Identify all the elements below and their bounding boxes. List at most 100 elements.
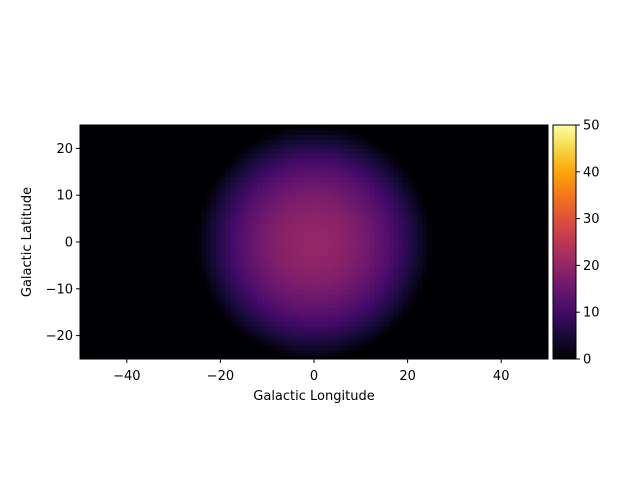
heatmap-cell [328, 321, 334, 327]
heatmap-cell [351, 335, 357, 341]
heatmap-cell [342, 190, 348, 196]
heatmap-cell [201, 279, 207, 285]
heatmap-cell [412, 227, 418, 234]
heatmap-cell [393, 195, 399, 201]
heatmap-cell [337, 321, 343, 327]
heatmap-cell [356, 223, 362, 229]
heatmap-cell [257, 171, 264, 178]
heatmap-cell [309, 270, 315, 276]
heatmap-cell [351, 284, 357, 290]
heatmap-cell [215, 185, 221, 192]
x-tick-label: −40 [113, 369, 140, 384]
heatmap-cell [370, 181, 376, 187]
heatmap-cell [262, 218, 268, 224]
heatmap-cell [402, 171, 409, 178]
heatmap-cell [225, 190, 231, 196]
heatmap-cell [318, 260, 324, 266]
heatmap-cell [267, 227, 273, 234]
heatmap-cell [271, 335, 278, 341]
heatmap-cell [271, 312, 278, 318]
heatmap-cell [323, 260, 329, 266]
heatmap-cell [215, 209, 221, 215]
heatmap-cell [393, 181, 399, 187]
heatmap-cell [215, 298, 221, 304]
heatmap-cell [295, 349, 301, 355]
heatmap-cell [295, 316, 301, 323]
heatmap-cell [243, 288, 250, 295]
heatmap-cell [257, 185, 264, 192]
heatmap-cell [351, 185, 357, 192]
heatmap-cell [365, 227, 371, 234]
heatmap-cell [370, 143, 376, 149]
heatmap-cell [225, 284, 231, 290]
heatmap-cell [248, 288, 254, 295]
heatmap-cell [257, 284, 264, 290]
heatmap-cell [276, 223, 282, 229]
heatmap-cell [318, 213, 324, 220]
heatmap-cell [271, 129, 278, 135]
heatmap-cell [328, 298, 334, 304]
heatmap-cell [299, 148, 306, 154]
colorbar-frame [552, 124, 577, 360]
heatmap-cell [337, 223, 343, 229]
heatmap-cell [328, 143, 334, 149]
heatmap-cell [356, 256, 362, 262]
heatmap-cell [370, 298, 376, 304]
heatmap-cell [379, 274, 385, 281]
heatmap-cell [290, 321, 296, 327]
heatmap-cell [253, 270, 259, 276]
heatmap-cell [248, 190, 254, 196]
heatmap-cell [356, 288, 362, 295]
heatmap-cell [379, 213, 385, 220]
heatmap-cell [234, 312, 240, 318]
heatmap-cell [402, 293, 409, 299]
heatmap-cell [337, 326, 343, 332]
heatmap-cell [253, 312, 259, 318]
heatmap-cell [197, 242, 203, 248]
heatmap-cell [370, 218, 376, 224]
heatmap-cell [332, 302, 338, 309]
heatmap-cell [318, 293, 324, 299]
heatmap-cell [314, 302, 320, 309]
heatmap-cell [253, 213, 259, 220]
heatmap-cell [365, 298, 371, 304]
heatmap-cell [243, 298, 250, 304]
heatmap-cell [248, 246, 254, 252]
heatmap-cell [314, 185, 320, 192]
heatmap-cell [332, 143, 338, 149]
heatmap-cell [318, 125, 324, 131]
heatmap-cell [398, 293, 404, 299]
heatmap-cell [398, 256, 404, 262]
heatmap-cell [328, 251, 334, 257]
heatmap-cell [346, 171, 353, 178]
heatmap-cell [281, 274, 287, 281]
heatmap-cell [234, 251, 240, 257]
heatmap-cell [351, 153, 357, 159]
heatmap-cell [328, 265, 334, 271]
heatmap-cell [332, 316, 338, 323]
heatmap-cell [295, 354, 301, 359]
heatmap-cell [323, 307, 329, 313]
heatmap-cell [398, 209, 404, 215]
heatmap-cell [206, 223, 212, 229]
heatmap-cell [257, 218, 264, 224]
heatmap-cell [337, 195, 343, 201]
heatmap-cell [351, 349, 357, 355]
heatmap-cell [323, 195, 329, 201]
heatmap-cell [374, 218, 381, 224]
heatmap-cell [351, 162, 357, 168]
heatmap-cell [253, 171, 259, 178]
heatmap-cell [220, 293, 226, 299]
heatmap-cell [374, 199, 381, 206]
heatmap-cell [370, 199, 376, 206]
heatmap-cell [243, 195, 250, 201]
heatmap-cell [342, 129, 348, 135]
heatmap-cell [356, 246, 362, 252]
heatmap-cell [281, 330, 287, 337]
heatmap-cell [267, 265, 273, 271]
heatmap-cell [257, 279, 264, 285]
heatmap-cell [356, 335, 362, 341]
heatmap-cell [271, 344, 278, 351]
heatmap-cell [267, 316, 273, 323]
heatmap-cell [211, 246, 217, 252]
